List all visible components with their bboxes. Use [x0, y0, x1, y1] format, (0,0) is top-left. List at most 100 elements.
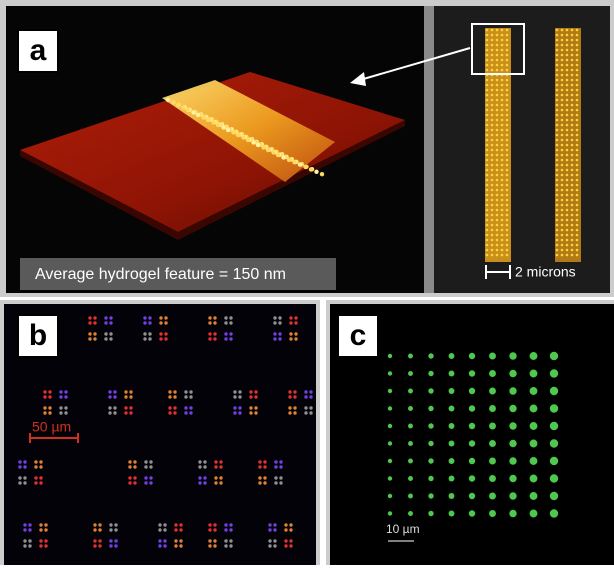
spot: [93, 316, 96, 319]
stripe-dot: [496, 59, 499, 62]
stripe-dot: [561, 39, 564, 42]
stripe-dot: [571, 224, 574, 227]
stripe-dot: [501, 204, 504, 207]
stripe-dot: [566, 159, 569, 162]
spot: [44, 544, 47, 547]
spot: [229, 332, 232, 335]
stripe-dot: [556, 89, 559, 92]
stripe-dot: [501, 209, 504, 212]
spot: [288, 390, 291, 393]
spot: [179, 523, 182, 526]
stripe-dot: [561, 124, 564, 127]
spot: [18, 460, 21, 463]
stripe-dot: [496, 94, 499, 97]
stripe-dot: [496, 129, 499, 132]
stripe-dot: [571, 214, 574, 217]
stripe-dot: [561, 44, 564, 47]
green-spot: [449, 371, 455, 377]
feature-spike: [287, 158, 291, 162]
green-spot: [509, 457, 516, 464]
spot: [173, 411, 176, 414]
spot: [273, 523, 276, 526]
stripe-dot: [486, 239, 489, 242]
green-spot: [449, 493, 455, 499]
stripe-dot: [491, 224, 494, 227]
stripe-dot: [496, 154, 499, 157]
feature-spike: [303, 165, 307, 169]
green-spot: [428, 423, 433, 428]
stripe-dot: [576, 199, 579, 202]
spot: [274, 481, 277, 484]
stripe-dot: [571, 34, 574, 37]
spot: [229, 337, 232, 340]
spot: [18, 481, 21, 484]
stripe-dot: [566, 74, 569, 77]
stripe-dot: [576, 69, 579, 72]
stripe-dot: [561, 184, 564, 187]
stripe-dot: [566, 184, 569, 187]
green-spot: [388, 476, 392, 480]
green-spot: [509, 492, 516, 499]
green-spot: [388, 371, 392, 375]
spot: [148, 337, 151, 340]
green-spot: [449, 353, 455, 359]
stripe-dot: [566, 59, 569, 62]
green-spot: [489, 353, 496, 360]
spot: [179, 539, 182, 542]
green-spot: [550, 352, 558, 360]
spot: [143, 332, 146, 335]
spot: [18, 465, 21, 468]
spot: [104, 321, 107, 324]
green-spot: [509, 352, 516, 359]
green-spot: [489, 370, 496, 377]
green-spot: [388, 354, 392, 358]
spot: [233, 406, 236, 409]
spot: [278, 316, 281, 319]
feature-spike: [276, 153, 280, 157]
stripe-dot: [556, 29, 559, 32]
spot: [249, 390, 252, 393]
stripe-dot: [561, 194, 564, 197]
green-spot: [428, 406, 433, 411]
stripe-dot: [486, 179, 489, 182]
stripe-dot: [566, 69, 569, 72]
spot: [104, 337, 107, 340]
stripe-dot: [506, 94, 509, 97]
stripe-dot: [571, 254, 574, 257]
stripe-dot: [501, 69, 504, 72]
stripe-dot: [561, 104, 564, 107]
spot: [93, 528, 96, 531]
stripe-dot: [506, 139, 509, 142]
spot: [129, 406, 132, 409]
green-spot: [550, 457, 558, 465]
stripe-dot: [576, 234, 579, 237]
stripe-dot: [566, 124, 569, 127]
stripe-dot: [576, 104, 579, 107]
stripe-dot: [571, 69, 574, 72]
stripe-dot: [561, 29, 564, 32]
stripe-dot: [501, 99, 504, 102]
stripe-dot: [486, 214, 489, 217]
stripe-dot: [501, 159, 504, 162]
stripe-dot: [561, 94, 564, 97]
stripe-dot: [571, 239, 574, 242]
spot: [114, 544, 117, 547]
stripe-dot: [491, 194, 494, 197]
panel-label: b: [29, 319, 47, 352]
spot: [93, 544, 96, 547]
stripe-dot: [566, 229, 569, 232]
feature-spike: [216, 123, 220, 127]
stripe-dot: [566, 129, 569, 132]
stripe-dot: [486, 64, 489, 67]
green-spot: [449, 458, 455, 464]
stripe-dot: [501, 49, 504, 52]
spot: [173, 406, 176, 409]
stripe-dot: [486, 79, 489, 82]
spot: [93, 539, 96, 542]
stripe-dot: [566, 199, 569, 202]
stripe-dot: [486, 39, 489, 42]
stripe-dot: [571, 204, 574, 207]
spot: [294, 332, 297, 335]
spot: [23, 528, 26, 531]
stripe-dot: [566, 64, 569, 67]
